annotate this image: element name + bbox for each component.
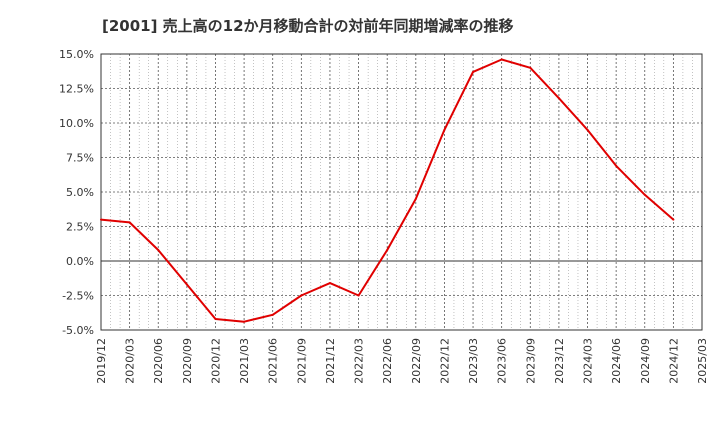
- axes: [100, 53, 703, 331]
- x-tick-label: 2021/06: [267, 338, 280, 384]
- data-point: [557, 97, 560, 100]
- data-point: [386, 248, 389, 251]
- chart-title: [2001] 売上高の12か月移動合計の対前年同期増減率の推移: [102, 17, 514, 35]
- data-point: [100, 218, 102, 221]
- x-tick-label: 2021/12: [324, 338, 337, 384]
- data-point: [271, 313, 274, 316]
- y-tick-label: 5.0%: [66, 186, 94, 199]
- y-tick-label: 10.0%: [59, 117, 94, 130]
- data-point: [643, 193, 646, 196]
- data-point: [443, 128, 446, 131]
- x-tick-label: 2020/09: [181, 338, 194, 384]
- data-point: [529, 66, 532, 69]
- x-tick-label: 2020/03: [124, 338, 137, 384]
- y-tick-label: -2.5%: [62, 290, 94, 303]
- y-tick-label: 7.5%: [66, 152, 94, 165]
- data-point: [185, 283, 188, 286]
- y-tick-label: 2.5%: [66, 221, 94, 234]
- x-tick-label: 2021/03: [238, 338, 251, 384]
- x-tick-label: 2022/12: [438, 338, 451, 384]
- x-tick-labels: 2019/12 2020/03 2020/06 2020/09 2020/12 2021/…: [95, 338, 709, 384]
- y-tick-labels: 15.0% 12.5% 10.0% 7.5% 5.0% 2.5% 0.0% -2.5% -5.0…: [59, 48, 94, 337]
- data-point: [214, 317, 217, 320]
- data-point: [157, 248, 160, 251]
- data-point: [328, 282, 331, 285]
- x-tick-label: 2024/03: [582, 338, 595, 384]
- plot-frame: [100, 53, 703, 331]
- data-point: [414, 197, 417, 200]
- x-tick-label: 2023/06: [496, 338, 509, 384]
- x-tick-label: 2020/12: [209, 338, 222, 384]
- grid: [101, 53, 702, 331]
- data-point: [243, 320, 246, 323]
- data-point: [357, 294, 360, 297]
- x-tick-label: 2024/06: [610, 338, 623, 384]
- x-tick-label: 2024/12: [667, 338, 680, 384]
- x-tick-label: 2023/03: [467, 338, 480, 384]
- data-point: [128, 221, 131, 224]
- series: [100, 58, 675, 323]
- y-tick-label: -5.0%: [62, 324, 94, 337]
- x-tick-label: 2023/12: [553, 338, 566, 384]
- data-point: [472, 70, 475, 73]
- data-point: [500, 58, 503, 61]
- x-tick-label: 2023/09: [524, 338, 537, 384]
- data-point: [672, 218, 675, 221]
- data-point: [300, 294, 303, 297]
- x-tick-label: 2021/09: [295, 338, 308, 384]
- y-tick-label: 15.0%: [59, 48, 94, 61]
- x-tick-label: 2020/06: [152, 338, 165, 384]
- x-tick-label: 2022/09: [410, 338, 423, 384]
- y-tick-label: 0.0%: [66, 255, 94, 268]
- x-tick-label: 2022/06: [381, 338, 394, 384]
- y-tick-label: 12.5%: [59, 83, 94, 96]
- data-point: [586, 128, 589, 131]
- x-tick-label: 2019/12: [95, 338, 108, 384]
- x-tick-label: 2024/09: [639, 338, 652, 384]
- x-tick-label: 2022/03: [353, 338, 366, 384]
- x-tick-label: 2025/03: [696, 338, 709, 384]
- data-point: [615, 164, 618, 167]
